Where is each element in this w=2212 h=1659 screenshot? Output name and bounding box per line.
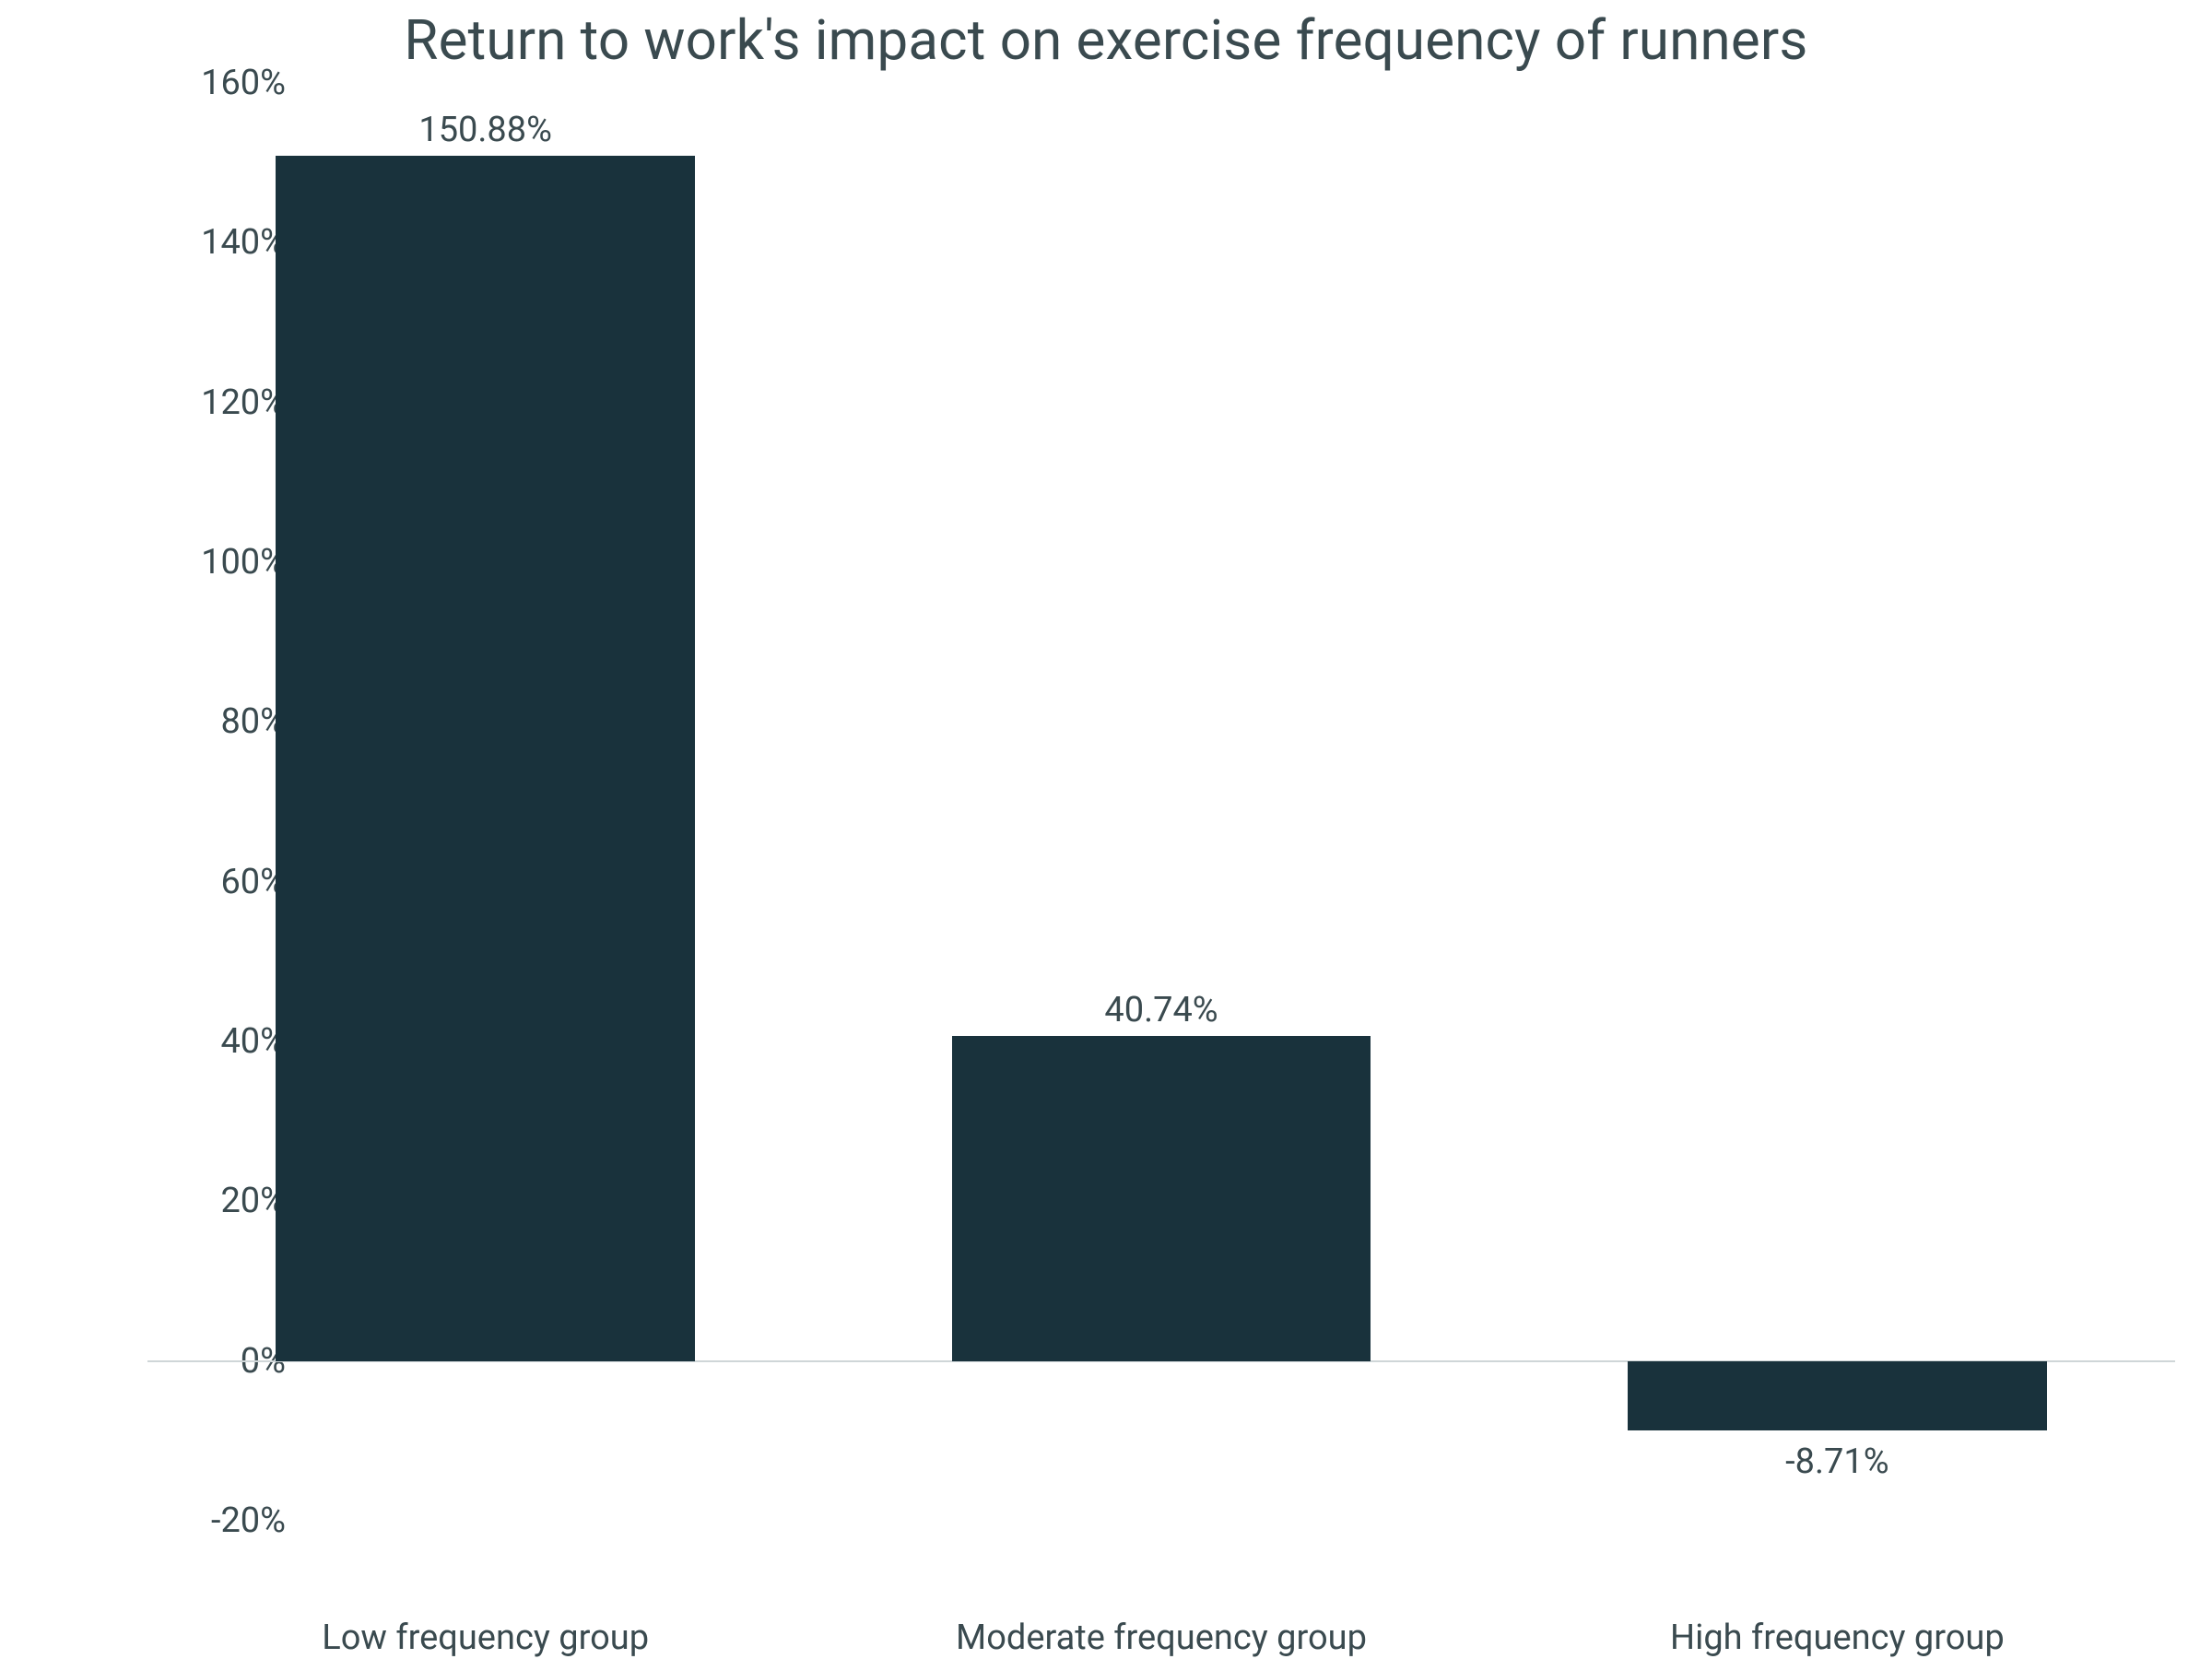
y-tick-label: 120% bbox=[166, 382, 286, 423]
plot-area: -20%0%20%40%60%80%100%120%140%160%150.88… bbox=[147, 83, 2175, 1521]
bar-chart: Return to work's impact on exercise freq… bbox=[0, 0, 2212, 1659]
x-tick-label: Low frequency group bbox=[322, 1618, 649, 1658]
bar-value-label: -8.71% bbox=[1785, 1441, 1888, 1482]
bar-value-label: 150.88% bbox=[418, 110, 552, 150]
chart-title: Return to work's impact on exercise freq… bbox=[0, 7, 2212, 73]
bar-value-label: 40.74% bbox=[1104, 990, 1218, 1030]
bar bbox=[1628, 1361, 2047, 1430]
x-tick-label: Moderate frequency group bbox=[956, 1618, 1367, 1658]
y-tick-label: 20% bbox=[166, 1181, 286, 1221]
y-tick-label: 80% bbox=[166, 701, 286, 742]
y-tick-label: 160% bbox=[166, 63, 286, 103]
x-tick-label: High frequency group bbox=[1670, 1618, 2005, 1658]
y-tick-label: 100% bbox=[166, 542, 286, 582]
y-tick-label: 60% bbox=[166, 862, 286, 902]
y-tick-label: -20% bbox=[166, 1500, 286, 1541]
bar bbox=[276, 156, 695, 1361]
y-tick-label: 40% bbox=[166, 1021, 286, 1062]
bar bbox=[952, 1036, 1371, 1361]
y-tick-label: 140% bbox=[166, 222, 286, 263]
